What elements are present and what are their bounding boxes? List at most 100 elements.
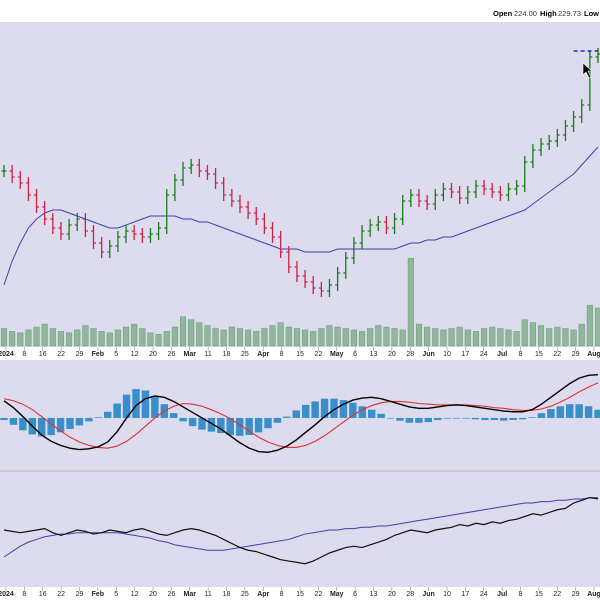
x-tick-label: 15 bbox=[296, 591, 304, 598]
x-tick-label: 15 bbox=[296, 351, 304, 358]
x-tick-label: 5 bbox=[114, 591, 118, 598]
x-tick-label: 16 bbox=[39, 351, 47, 358]
macd-histogram-bar bbox=[547, 409, 554, 418]
x-tick-label: 22 bbox=[57, 351, 65, 358]
open-label: Open bbox=[493, 9, 513, 18]
macd-histogram-bar bbox=[57, 418, 64, 432]
volume-bar bbox=[424, 327, 430, 346]
macd-histogram-bar bbox=[557, 406, 564, 418]
macd-histogram-bar bbox=[368, 410, 375, 418]
x-tick-label: 15 bbox=[535, 591, 543, 598]
x-tick-label: 8 bbox=[519, 591, 523, 598]
x-tick-label: Mar bbox=[184, 591, 197, 598]
x-tick-label: 10 bbox=[443, 591, 451, 598]
volume-bar bbox=[408, 258, 414, 346]
macd-histogram-bar bbox=[519, 418, 526, 419]
volume-bar bbox=[400, 330, 406, 346]
volume-bar bbox=[50, 328, 56, 346]
macd-histogram-bar bbox=[274, 418, 281, 423]
volume-bar bbox=[107, 333, 113, 346]
x-tick-label: 22 bbox=[553, 591, 561, 598]
volume-bar bbox=[359, 331, 365, 346]
volume-bar bbox=[131, 324, 137, 346]
volume-bar bbox=[205, 326, 211, 346]
x-tick-label: 11 bbox=[204, 591, 211, 598]
x-tick-label: 28 bbox=[406, 351, 414, 358]
macd-histogram-bar bbox=[575, 404, 582, 418]
x-tick-label: Jun bbox=[422, 591, 434, 598]
volume-bar bbox=[432, 328, 438, 346]
x-tick-label: 25 bbox=[241, 351, 249, 358]
volume-bar bbox=[253, 331, 259, 346]
x-tick-label: Feb bbox=[92, 351, 104, 358]
volume-bar bbox=[237, 328, 243, 346]
x-tick-label: 8 bbox=[22, 351, 26, 358]
macd-histogram-bar bbox=[538, 413, 545, 418]
volume-bar bbox=[74, 330, 80, 346]
volume-bar bbox=[42, 324, 48, 346]
x-tick-label: 20 bbox=[149, 591, 157, 598]
volume-bar bbox=[1, 328, 7, 346]
macd-histogram-bar bbox=[434, 418, 441, 420]
volume-bar bbox=[286, 327, 292, 346]
macd-histogram-bar bbox=[189, 418, 196, 426]
macd-histogram-bar bbox=[170, 413, 177, 418]
volume-bar bbox=[34, 327, 40, 346]
high-value: 229.73 bbox=[558, 9, 581, 18]
volume-bar bbox=[156, 334, 162, 346]
volume-bar bbox=[522, 320, 528, 346]
macd-panel bbox=[0, 360, 600, 470]
macd-histogram-bar bbox=[179, 418, 186, 421]
volume-bar bbox=[538, 326, 544, 346]
macd-histogram-bar bbox=[594, 410, 600, 418]
x-tick-label: Aug bbox=[587, 351, 600, 358]
x-tick-label: Jul bbox=[497, 351, 507, 358]
volume-bar bbox=[66, 333, 72, 346]
x-tick-label: 8 bbox=[22, 591, 26, 598]
x-tick-label: Mar bbox=[184, 351, 197, 358]
x-tick-label: 8 bbox=[280, 591, 284, 598]
macd-histogram-bar bbox=[406, 418, 413, 423]
volume-bar bbox=[563, 328, 569, 346]
volume-bar bbox=[489, 327, 495, 346]
volume-bar bbox=[123, 327, 129, 346]
x-tick-label: 24 bbox=[480, 351, 488, 358]
macd-histogram-bar bbox=[151, 396, 158, 418]
volume-bar bbox=[58, 331, 64, 346]
x-tick-label: 20 bbox=[388, 591, 396, 598]
volume-bar bbox=[481, 328, 487, 346]
volume-bar bbox=[465, 330, 471, 346]
x-tick-label: 24 bbox=[480, 591, 488, 598]
volume-bar bbox=[140, 328, 146, 346]
macd-histogram-bar bbox=[0, 418, 7, 420]
volume-bar bbox=[148, 333, 154, 346]
x-tick-label: Apr bbox=[257, 351, 269, 358]
macd-histogram-bar bbox=[566, 404, 573, 418]
x-tick-label: 29 bbox=[572, 591, 580, 598]
x-tick-label: 29 bbox=[76, 351, 84, 358]
volume-bar bbox=[457, 327, 463, 346]
macd-histogram-bar bbox=[311, 401, 318, 417]
macd-histogram-bar bbox=[38, 418, 45, 437]
volume-bar bbox=[310, 331, 316, 346]
volume-bar bbox=[351, 330, 357, 346]
x-tick-label: May bbox=[330, 351, 344, 358]
x-tick-label: Aug bbox=[587, 591, 600, 598]
volume-bar bbox=[392, 328, 398, 346]
x-tick-label: 6 bbox=[353, 591, 357, 598]
x-tick-label: 8 bbox=[280, 351, 284, 358]
x-tick-label: 12 bbox=[131, 351, 139, 358]
x-tick-label: Jun bbox=[422, 351, 434, 358]
macd-histogram-bar bbox=[500, 418, 507, 421]
open-value: 224.00 bbox=[514, 9, 537, 18]
macd-histogram-bar bbox=[387, 418, 394, 419]
volume-bar bbox=[546, 328, 552, 346]
macd-histogram-bar bbox=[443, 418, 450, 419]
volume-bar bbox=[196, 323, 202, 346]
volume-bar bbox=[115, 330, 121, 346]
volume-bar bbox=[473, 331, 479, 346]
x-tick-label: 17 bbox=[461, 591, 469, 598]
x-tick-label: 22 bbox=[57, 591, 65, 598]
